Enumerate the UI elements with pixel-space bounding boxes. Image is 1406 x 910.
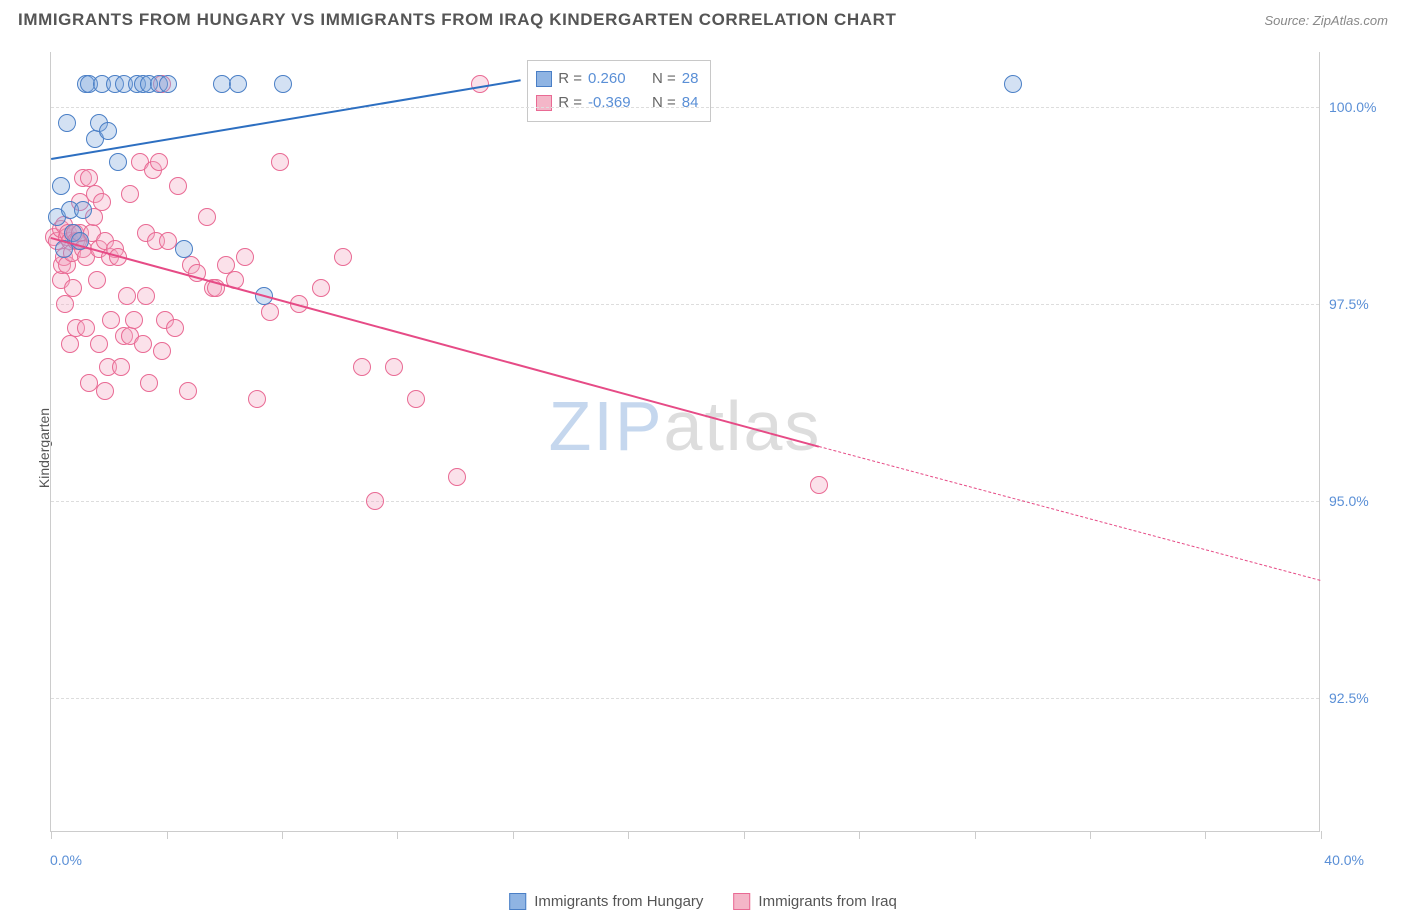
- x-tick: [744, 831, 745, 839]
- x-tick: [51, 831, 52, 839]
- x-axis-min-label: 0.0%: [50, 852, 82, 868]
- data-point-hungary: [175, 240, 193, 258]
- data-point-iraq: [334, 248, 352, 266]
- legend-r-value: 0.260: [588, 67, 646, 91]
- data-point-iraq: [271, 153, 289, 171]
- data-point-hungary: [109, 153, 127, 171]
- series-legend-item: Immigrants from Hungary: [509, 893, 703, 910]
- x-tick: [975, 831, 976, 839]
- data-point-iraq: [125, 311, 143, 329]
- legend-swatch: [509, 893, 526, 910]
- gridline: [51, 698, 1319, 699]
- plot-area: ZIPatlas R = 0.260N = 28R = -0.369N = 84…: [50, 52, 1320, 832]
- x-tick: [1090, 831, 1091, 839]
- data-point-hungary: [274, 75, 292, 93]
- data-point-iraq: [140, 374, 158, 392]
- data-point-iraq: [312, 279, 330, 297]
- data-point-iraq: [77, 319, 95, 337]
- y-tick-label: 100.0%: [1329, 99, 1389, 115]
- legend-r-label: R =: [558, 91, 582, 115]
- y-tick-label: 97.5%: [1329, 296, 1389, 312]
- data-point-iraq: [153, 342, 171, 360]
- x-tick: [167, 831, 168, 839]
- legend-r-value: -0.369: [588, 91, 646, 115]
- data-point-iraq: [810, 476, 828, 494]
- data-point-iraq: [448, 468, 466, 486]
- gridline: [51, 304, 1319, 305]
- data-point-iraq: [88, 271, 106, 289]
- data-point-iraq: [64, 279, 82, 297]
- data-point-iraq: [118, 287, 136, 305]
- data-point-hungary: [52, 177, 70, 195]
- x-tick: [513, 831, 514, 839]
- legend-n-value: 84: [682, 91, 699, 115]
- source-prefix: Source:: [1264, 13, 1312, 28]
- data-point-iraq: [134, 335, 152, 353]
- data-point-iraq: [261, 303, 279, 321]
- watermark: ZIPatlas: [549, 386, 822, 466]
- data-point-iraq: [166, 319, 184, 337]
- series-legend-label: Immigrants from Hungary: [534, 893, 703, 910]
- x-tick: [1321, 831, 1322, 839]
- gridline: [51, 501, 1319, 502]
- stats-legend: R = 0.260N = 28R = -0.369N = 84: [527, 60, 711, 122]
- data-point-iraq: [93, 193, 111, 211]
- x-axis-max-label: 40.0%: [1324, 852, 1364, 868]
- data-point-iraq: [198, 208, 216, 226]
- data-point-iraq: [96, 382, 114, 400]
- data-point-iraq: [471, 75, 489, 93]
- legend-swatch: [536, 95, 552, 111]
- legend-swatch: [733, 893, 750, 910]
- legend-swatch: [536, 71, 552, 87]
- series-legend-label: Immigrants from Iraq: [758, 893, 896, 910]
- data-point-iraq: [112, 358, 130, 376]
- gridline: [51, 107, 1319, 108]
- series-legend: Immigrants from Hungary Immigrants from I…: [509, 893, 897, 910]
- legend-n-label: N =: [652, 91, 676, 115]
- data-point-iraq: [56, 295, 74, 313]
- data-point-hungary: [58, 114, 76, 132]
- data-point-hungary: [74, 201, 92, 219]
- data-point-iraq: [102, 311, 120, 329]
- page-title: IMMIGRANTS FROM HUNGARY VS IMMIGRANTS FR…: [18, 10, 897, 30]
- legend-r-label: R =: [558, 67, 582, 91]
- data-point-iraq: [150, 153, 168, 171]
- x-tick: [1205, 831, 1206, 839]
- data-point-iraq: [248, 390, 266, 408]
- x-tick: [397, 831, 398, 839]
- data-point-hungary: [99, 122, 117, 140]
- data-point-iraq: [179, 382, 197, 400]
- legend-stats-row: R = 0.260N = 28: [536, 67, 698, 91]
- series-legend-item: Immigrants from Iraq: [733, 893, 896, 910]
- source-attribution: Source: ZipAtlas.com: [1264, 13, 1388, 28]
- x-tick: [859, 831, 860, 839]
- data-point-iraq: [353, 358, 371, 376]
- legend-stats-row: R = -0.369N = 84: [536, 91, 698, 115]
- data-point-iraq: [90, 335, 108, 353]
- chart-wrapper: Kindergarten ZIPatlas R = 0.260N = 28R =…: [14, 40, 1392, 880]
- legend-n-label: N =: [652, 67, 676, 91]
- trend-line: [819, 446, 1321, 581]
- data-point-iraq: [366, 492, 384, 510]
- source-name: ZipAtlas.com: [1313, 13, 1388, 28]
- data-point-iraq: [407, 390, 425, 408]
- y-tick-label: 95.0%: [1329, 493, 1389, 509]
- data-point-iraq: [236, 248, 254, 266]
- data-point-iraq: [61, 335, 79, 353]
- data-point-hungary: [1004, 75, 1022, 93]
- data-point-hungary: [229, 75, 247, 93]
- legend-n-value: 28: [682, 67, 699, 91]
- x-tick: [628, 831, 629, 839]
- data-point-iraq: [121, 185, 139, 203]
- x-tick: [282, 831, 283, 839]
- data-point-iraq: [169, 177, 187, 195]
- data-point-iraq: [385, 358, 403, 376]
- data-point-iraq: [137, 287, 155, 305]
- data-point-hungary: [159, 75, 177, 93]
- y-tick-label: 92.5%: [1329, 690, 1389, 706]
